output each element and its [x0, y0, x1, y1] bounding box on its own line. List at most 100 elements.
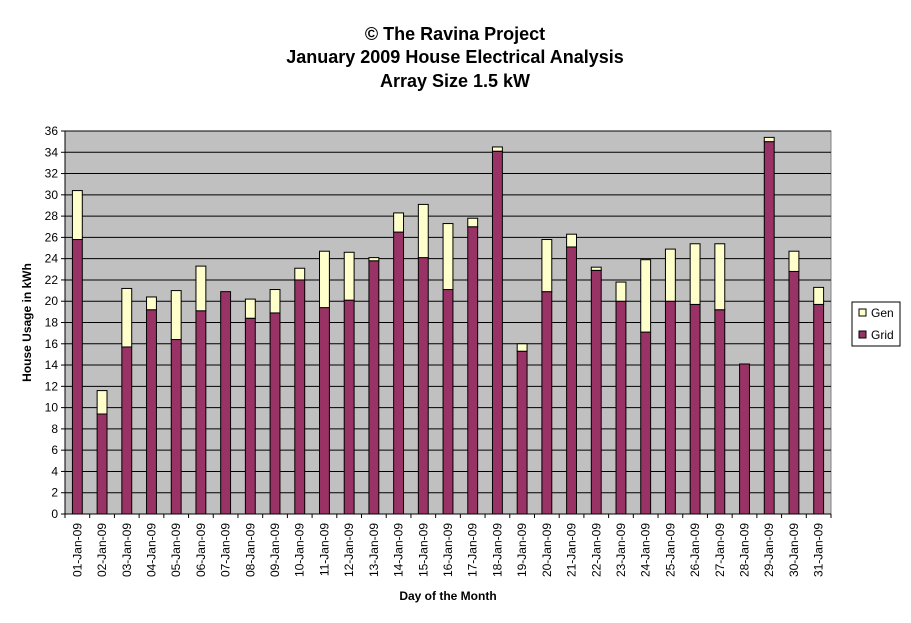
- bar-gen-16: [442, 223, 454, 291]
- x-tick-label: 05-Jan-09: [169, 523, 183, 577]
- y-tick-label: 12: [45, 379, 59, 393]
- bar-gen-4: [146, 296, 157, 311]
- x-tick-label: 13-Jan-09: [367, 523, 381, 577]
- x-tick-label: 28-Jan-09: [738, 523, 752, 577]
- y-tick-label: 20: [45, 294, 59, 308]
- bar-grid-4: [146, 309, 157, 515]
- x-tick-label: 18-Jan-09: [490, 523, 504, 577]
- legend: Gen Grid: [851, 301, 901, 347]
- bar-gen-8: [244, 298, 256, 319]
- y-tick-label: 24: [45, 252, 59, 266]
- x-tick-label: 22-Jan-09: [589, 523, 603, 577]
- y-tick-label: 32: [45, 167, 59, 181]
- bar-grid-30: [788, 270, 800, 515]
- bar-grid-10: [294, 279, 306, 515]
- y-tick-label: 36: [45, 124, 59, 138]
- bar-gen-18: [491, 146, 503, 152]
- bar-gen-19: [516, 343, 528, 352]
- y-tick-label: 18: [45, 316, 59, 330]
- bar-grid-18: [491, 150, 503, 515]
- legend-gen-label: Gen: [871, 306, 894, 320]
- chart-title-line-2: January 2009 House Electrical Analysis: [286, 47, 624, 67]
- bar-grid-12: [343, 299, 355, 515]
- bar-gen-13: [368, 257, 380, 262]
- y-tick-label: 34: [45, 145, 59, 159]
- x-tick-label: 19-Jan-09: [515, 523, 529, 577]
- bar-grid-11: [319, 307, 330, 515]
- y-tick-label: 6: [51, 443, 58, 457]
- x-tick-label: 14-Jan-09: [392, 523, 406, 577]
- bar-grid-23: [615, 300, 627, 515]
- bar-gen-12: [343, 251, 355, 301]
- x-tick-label: 10-Jan-09: [293, 523, 307, 577]
- bar-gen-27: [714, 243, 726, 311]
- chart-title-line-1: © The Ravina Project: [365, 24, 545, 44]
- chart-title: © The Ravina Project January 2009 House …: [286, 24, 624, 91]
- bar-gen-10: [294, 267, 306, 281]
- legend-grid-swatch: [858, 330, 867, 339]
- bar-gen-23: [615, 281, 627, 302]
- y-tick-label: 16: [45, 337, 59, 351]
- bar-gen-6: [195, 265, 207, 312]
- bar-gen-30: [788, 250, 800, 272]
- bar-grid-2: [96, 413, 108, 515]
- y-tick-label: 4: [51, 464, 58, 478]
- y-tick-label: 26: [45, 230, 59, 244]
- bar-grid-5: [170, 339, 182, 515]
- bar-grid-9: [269, 312, 281, 515]
- x-tick-label: 04-Jan-09: [144, 523, 158, 577]
- bar-grid-26: [689, 303, 701, 515]
- chart-title-line-3: Array Size 1.5 kW: [380, 71, 530, 91]
- y-tick-label: 10: [45, 401, 59, 415]
- bar-grid-19: [516, 350, 528, 515]
- x-tick-label: 01-Jan-09: [70, 523, 84, 577]
- bar-grid-24: [640, 331, 652, 515]
- bar-grid-27: [714, 309, 726, 515]
- x-tick-label: 11-Jan-09: [317, 523, 331, 576]
- x-tick-label: 30-Jan-09: [787, 523, 801, 577]
- bar-gen-24: [640, 259, 652, 333]
- bar-grid-1: [71, 239, 83, 515]
- x-tick-label: 09-Jan-09: [268, 523, 282, 577]
- legend-grid-label: Grid: [871, 328, 894, 342]
- x-tick-label: 02-Jan-09: [95, 523, 109, 577]
- bar-gen-5: [170, 290, 182, 341]
- bar-grid-14: [393, 231, 405, 515]
- y-axis-label: House Usage in kWh: [20, 263, 34, 382]
- x-tick-label: 07-Jan-09: [219, 523, 233, 577]
- x-tick-label: 29-Jan-09: [762, 523, 776, 577]
- bar-grid-15: [417, 257, 429, 515]
- bar-grid-20: [541, 291, 553, 515]
- x-tick-label: 06-Jan-09: [194, 523, 208, 577]
- x-tick-label: 17-Jan-09: [466, 523, 480, 577]
- bar-grid-13: [368, 260, 380, 515]
- y-tick-label: 14: [45, 358, 59, 372]
- bar-grid-28: [739, 363, 750, 515]
- bar-grid-8: [244, 317, 256, 515]
- bar-gen-2: [96, 390, 108, 415]
- x-tick-label: 23-Jan-09: [614, 523, 628, 577]
- bar-gen-25: [664, 248, 676, 302]
- bar-grid-6: [195, 310, 207, 515]
- bar-gen-22: [590, 266, 602, 271]
- x-axis-ticks: 01-Jan-09 02-Jan-09 03-Jan-09 04-Jan-09 05-J…: [64, 514, 832, 577]
- bar-gen-1: [71, 190, 83, 241]
- x-tick-label: 25-Jan-09: [663, 523, 677, 577]
- bar-gen-9: [269, 289, 281, 314]
- bar-gen-17: [467, 217, 479, 228]
- bar-gen-14: [393, 212, 405, 233]
- bar-grid-29: [763, 141, 775, 515]
- bar-grid-22: [590, 269, 602, 515]
- bar-gen-3: [121, 287, 133, 348]
- x-tick-label: 31-Jan-09: [812, 523, 826, 577]
- x-tick-label: 15-Jan-09: [416, 523, 430, 577]
- y-tick-label: 30: [45, 188, 59, 202]
- bar-grid-25: [664, 300, 676, 515]
- x-tick-label: 26-Jan-09: [688, 523, 702, 577]
- bar-gen-26: [689, 243, 701, 305]
- bar-grid-16: [442, 289, 454, 515]
- bar-grid-31: [813, 303, 825, 515]
- bar-grid-3: [121, 346, 133, 515]
- x-tick-label: 27-Jan-09: [713, 523, 727, 577]
